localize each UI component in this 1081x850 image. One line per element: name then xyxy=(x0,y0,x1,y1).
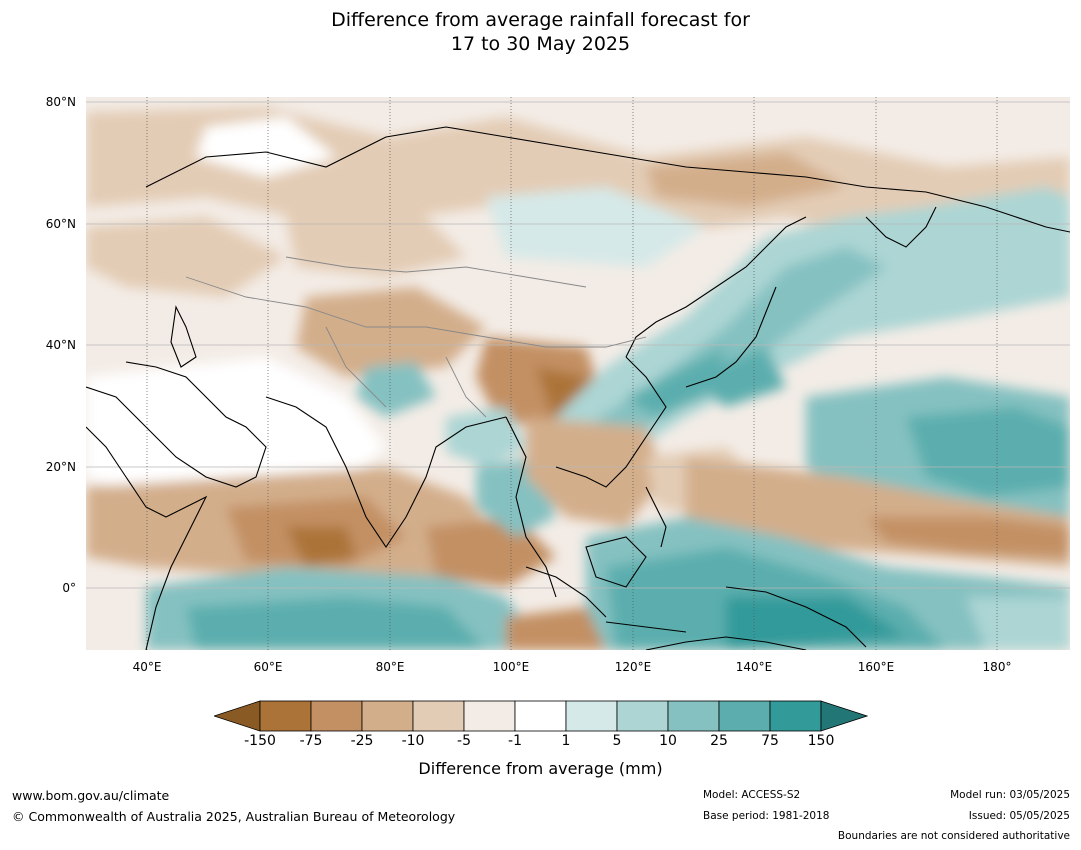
lon-gridlines xyxy=(146,97,998,650)
colorbar-tick-label: 75 xyxy=(761,733,779,749)
coastlines xyxy=(86,126,1070,650)
colorbar-arrow-high xyxy=(820,700,868,732)
colorbar-tick-label: -75 xyxy=(299,733,323,749)
colorbar-tick-label: 150 xyxy=(807,733,835,749)
colorbar-tick-label: -25 xyxy=(350,733,374,749)
base-period: Base period: 1981-2018 xyxy=(703,810,830,822)
lat-label-equator: 0° xyxy=(62,581,76,595)
map-title: Difference from average rainfall forecas… xyxy=(0,8,1081,56)
colorbar-title: Difference from average (mm) xyxy=(418,759,663,778)
colorbar xyxy=(214,700,868,732)
model-run-date: Model run: 03/05/2025 xyxy=(950,789,1070,801)
copyright-text: © Commonwealth of Australia 2025, Austra… xyxy=(12,809,456,824)
lon-label-140e: 140°E xyxy=(735,660,773,674)
anomaly-shading xyxy=(86,97,1070,650)
lon-label-180: 180° xyxy=(982,660,1012,674)
colorbar-tick-label: 5 xyxy=(612,733,622,749)
colorbar-tick-label: -150 xyxy=(244,733,276,749)
country-borders xyxy=(185,256,647,418)
colorbar-tick-label: 10 xyxy=(659,733,677,749)
website-link[interactable]: www.bom.gov.au/climate xyxy=(12,788,170,803)
title-line-2: 17 to 30 May 2025 xyxy=(450,33,631,55)
title-line-1: Difference from average rainfall forecas… xyxy=(331,9,750,31)
boundaries-disclaimer: Boundaries are not considered authoritat… xyxy=(837,830,1070,842)
colorbar-segment xyxy=(310,700,363,732)
lon-label-100e: 100°E xyxy=(492,660,530,674)
lon-label-40e: 40°E xyxy=(132,660,162,674)
colorbar-segment xyxy=(616,700,669,732)
colorbar-segment xyxy=(769,700,822,732)
lon-label-160e: 160°E xyxy=(857,660,895,674)
colorbar-segment xyxy=(463,700,516,732)
lat-label-80n: 80°N xyxy=(45,95,76,109)
rainfall-anomaly-map xyxy=(86,97,1070,650)
colorbar-arrow-low xyxy=(214,700,261,732)
colorbar-tick-label: 1 xyxy=(561,733,571,749)
model-name: Model: ACCESS-S2 xyxy=(703,789,801,801)
lon-label-120e: 120°E xyxy=(614,660,652,674)
colorbar-tick-label: -5 xyxy=(457,733,471,749)
colorbar-tick-label: 25 xyxy=(710,733,728,749)
colorbar-segment xyxy=(565,700,618,732)
colorbar-tick-label: -10 xyxy=(401,733,425,749)
lat-label-20n: 20°N xyxy=(45,460,76,474)
lon-label-60e: 60°E xyxy=(253,660,283,674)
colorbar-segment xyxy=(718,700,771,732)
colorbar-tick-label: -1 xyxy=(508,733,522,749)
lon-label-80e: 80°E xyxy=(375,660,405,674)
lat-label-40n: 40°N xyxy=(45,338,76,352)
colorbar-segment xyxy=(361,700,414,732)
colorbar-segment xyxy=(667,700,720,732)
lat-label-60n: 60°N xyxy=(45,217,76,231)
colorbar-segment xyxy=(514,700,567,732)
lat-gridlines xyxy=(86,101,1070,589)
colorbar-segment xyxy=(259,700,312,732)
colorbar-segment xyxy=(412,700,465,732)
issued-date: Issued: 05/05/2025 xyxy=(968,810,1070,822)
